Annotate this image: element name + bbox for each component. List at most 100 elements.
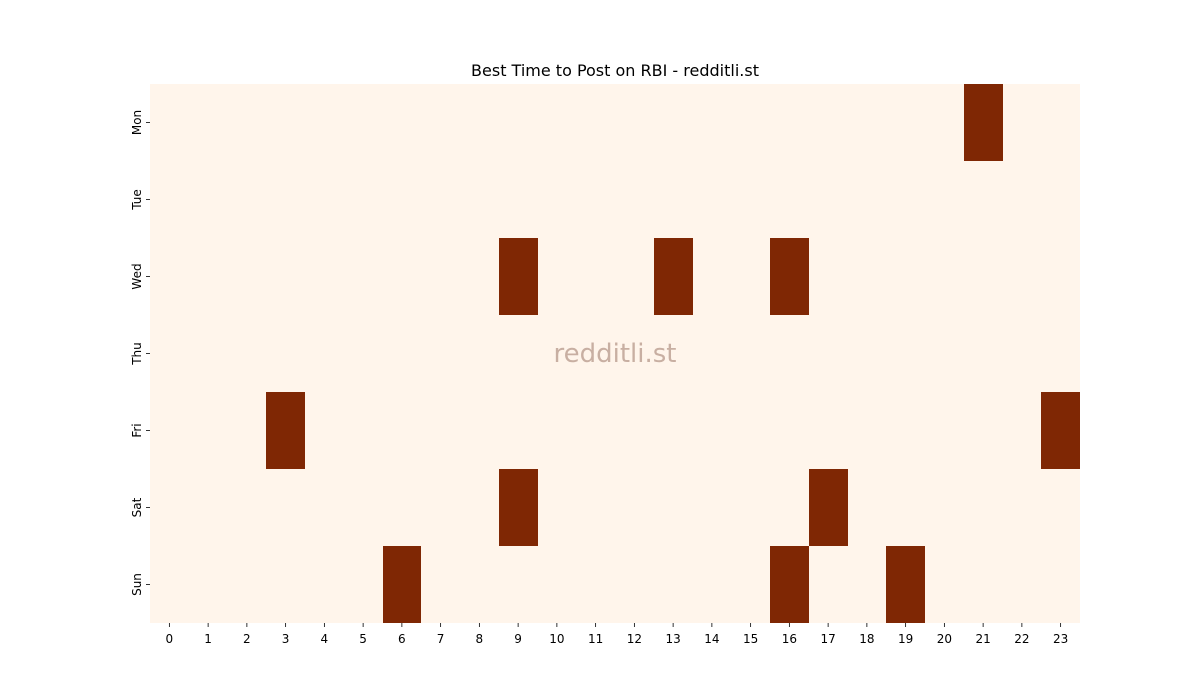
heatmap-cell-thu-17 <box>809 315 848 392</box>
heatmap-cell-fri-20 <box>925 392 964 469</box>
heatmap-cell-sun-10 <box>538 546 576 623</box>
x-tick-label: 3 <box>282 632 290 646</box>
heatmap-cell-sat-5 <box>344 469 383 546</box>
heatmap-cell-tue-17 <box>809 161 848 238</box>
heatmap-cell-mon-22 <box>1003 84 1041 161</box>
heatmap-cell-fri-23 <box>1041 392 1080 469</box>
heatmap-cell-sat-4 <box>305 469 344 546</box>
x-tick-label: 14 <box>704 632 719 646</box>
heatmap-cell-tue-18 <box>848 161 886 238</box>
heatmap-cell-sun-19 <box>886 546 925 623</box>
heatmap-cell-wed-19 <box>886 238 925 315</box>
heatmap-cell-sat-14 <box>693 469 731 546</box>
heatmap-cell-wed-7 <box>421 238 460 315</box>
x-tick-label: 20 <box>937 632 952 646</box>
heatmap-cell-wed-6 <box>383 238 421 315</box>
y-axis: Mon Tue Wed Thu Fri Sat Sun <box>130 110 150 596</box>
heatmap-cell-mon-21 <box>964 84 1003 161</box>
x-tick-label: 18 <box>859 632 874 646</box>
x-tick-label: 8 <box>476 632 484 646</box>
heatmap-cell-mon-9 <box>499 84 538 161</box>
heatmap-cell-tue-10 <box>538 161 576 238</box>
heatmap-cell-fri-5 <box>344 392 383 469</box>
heatmap-cell-sun-0 <box>150 546 189 623</box>
heatmap-cell-sat-3 <box>266 469 305 546</box>
heatmap-cell-sun-8 <box>460 546 499 623</box>
heatmap-cell-fri-13 <box>654 392 693 469</box>
heatmap-cell-mon-19 <box>886 84 925 161</box>
heatmap-cell-tue-15 <box>731 161 770 238</box>
heatmap-cell-tue-19 <box>886 161 925 238</box>
y-tick-label-fri: Fri <box>130 423 144 437</box>
heatmap-cell-thu-2 <box>228 315 266 392</box>
x-tick-label: 4 <box>321 632 329 646</box>
heatmap-cell-tue-5 <box>344 161 383 238</box>
x-tick-label: 5 <box>359 632 367 646</box>
x-tick-label: 23 <box>1053 632 1068 646</box>
heatmap-cell-fri-0 <box>150 392 189 469</box>
heatmap-cell-sun-5 <box>344 546 383 623</box>
heatmap-cell-sat-17 <box>809 469 848 546</box>
x-tick-label: 10 <box>549 632 564 646</box>
x-tick-label: 2 <box>243 632 251 646</box>
heatmap-cell-sun-17 <box>809 546 848 623</box>
heatmap-cell-thu-14 <box>693 315 731 392</box>
heatmap-cell-sun-11 <box>576 546 615 623</box>
y-tick-label-sat: Sat <box>130 497 144 517</box>
heatmap-cell-mon-20 <box>925 84 964 161</box>
heatmap-cell-tue-0 <box>150 161 189 238</box>
heatmap-cell-fri-8 <box>460 392 499 469</box>
heatmap-cell-thu-13 <box>654 315 693 392</box>
heatmap-cell-wed-11 <box>576 238 615 315</box>
heatmap-cell-sun-7 <box>421 546 460 623</box>
heatmap-cell-wed-9 <box>499 238 538 315</box>
heatmap-cell-fri-1 <box>189 392 228 469</box>
x-tick-label: 15 <box>743 632 758 646</box>
heatmap-cell-thu-18 <box>848 315 886 392</box>
heatmap-cell-mon-1 <box>189 84 228 161</box>
heatmap-cell-sat-6 <box>383 469 421 546</box>
heatmap-cell-fri-10 <box>538 392 576 469</box>
heatmap-cell-sun-12 <box>615 546 654 623</box>
heatmap-cell-wed-15 <box>731 238 770 315</box>
heatmap-cell-wed-5 <box>344 238 383 315</box>
heatmap-cell-sun-4 <box>305 546 344 623</box>
heatmap-cell-tue-3 <box>266 161 305 238</box>
heatmap-cell-wed-13 <box>654 238 693 315</box>
heatmap-cell-sun-15 <box>731 546 770 623</box>
heatmap-cell-thu-7 <box>421 315 460 392</box>
heatmap-cell-thu-3 <box>266 315 305 392</box>
heatmap-cell-sat-12 <box>615 469 654 546</box>
heatmap-cell-fri-7 <box>421 392 460 469</box>
heatmap-cell-fri-18 <box>848 392 886 469</box>
heatmap-cell-wed-17 <box>809 238 848 315</box>
heatmap-cell-sun-22 <box>1003 546 1041 623</box>
heatmap-cell-sat-20 <box>925 469 964 546</box>
heatmap-cell-wed-23 <box>1041 238 1080 315</box>
heatmap-cell-sun-3 <box>266 546 305 623</box>
x-tick-label: 19 <box>898 632 913 646</box>
y-tick-label-mon: Mon <box>130 110 144 135</box>
heatmap-cell-tue-2 <box>228 161 266 238</box>
heatmap-cell-mon-5 <box>344 84 383 161</box>
heatmap-cell-sun-2 <box>228 546 266 623</box>
x-tick-label: 17 <box>820 632 835 646</box>
heatmap-cell-mon-3 <box>266 84 305 161</box>
heatmap-cell-thu-15 <box>731 315 770 392</box>
x-tick-label: 9 <box>514 632 522 646</box>
heatmap-cell-thu-4 <box>305 315 344 392</box>
heatmap-cell-thu-12 <box>615 315 654 392</box>
y-tick-label-wed: Wed <box>130 263 144 289</box>
heatmap-cell-wed-21 <box>964 238 1003 315</box>
heatmap-cell-thu-20 <box>925 315 964 392</box>
heatmap-cell-thu-9 <box>499 315 538 392</box>
heatmap-cell-wed-8 <box>460 238 499 315</box>
heatmap-cell-thu-10 <box>538 315 576 392</box>
heatmap-cell-sun-9 <box>499 546 538 623</box>
heatmap-cell-mon-23 <box>1041 84 1080 161</box>
heatmap-cell-thu-16 <box>770 315 809 392</box>
heatmap-cell-mon-13 <box>654 84 693 161</box>
heatmap-cell-wed-14 <box>693 238 731 315</box>
x-tick-label: 22 <box>1014 632 1029 646</box>
heatmap-cell-mon-14 <box>693 84 731 161</box>
